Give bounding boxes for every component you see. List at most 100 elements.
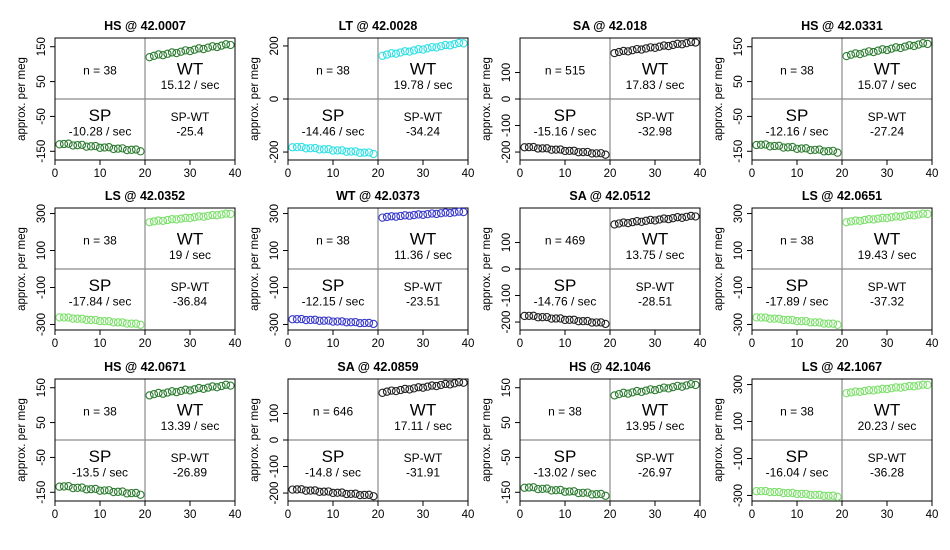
- wt-point: [409, 46, 419, 55]
- wt-point: [414, 210, 423, 219]
- y-axis-label: approx. per meg: [713, 227, 725, 311]
- sp-point: [319, 145, 329, 154]
- wt-point: [190, 213, 199, 222]
- sp-point: [551, 314, 561, 323]
- wt-point: [400, 384, 410, 394]
- sp-point: [297, 314, 306, 324]
- x-tick-label: 0: [749, 509, 755, 521]
- y-tick-label: 300: [36, 204, 48, 223]
- sp-point: [542, 484, 552, 493]
- sp-point: [542, 312, 552, 322]
- sp-point: [533, 484, 543, 494]
- wt-point: [855, 216, 865, 225]
- sp-point: [95, 143, 105, 152]
- y-tick-label: -150: [733, 140, 745, 163]
- panel-title: HS @ 42.1046: [569, 360, 651, 374]
- sp-point: [59, 139, 69, 149]
- sp-point: [109, 318, 118, 327]
- panel-4: HS @ 42.0331 0 10 20 30 40 -150 -50 50 150 approx.…: [713, 19, 938, 180]
- sp-point: [118, 487, 127, 496]
- diff-label: SP-WT: [404, 451, 443, 465]
- sp-point: [342, 489, 351, 499]
- sp-point: [529, 311, 538, 320]
- y-axis-label: approx. per meg: [249, 227, 261, 311]
- x-tick-label: 0: [517, 509, 523, 521]
- sp-point: [68, 314, 78, 323]
- sp-point: [819, 319, 829, 328]
- sp-point: [319, 316, 329, 325]
- sp-point: [801, 144, 811, 153]
- sp-label: SP: [89, 106, 112, 125]
- wt-point: [628, 388, 637, 397]
- wt-point: [445, 208, 455, 218]
- y-tick-label: -200: [269, 482, 281, 505]
- y-tick-label: -100: [501, 114, 513, 137]
- wt-point: [409, 384, 419, 393]
- panel-9: HS @ 42.0671 0 10 20 30 40 -150 -50 50 150 approx.…: [16, 360, 241, 521]
- panel-title: WT @ 42.0373: [336, 189, 420, 203]
- n-count-label: n = 38: [316, 234, 350, 248]
- diff-label: SP-WT: [404, 110, 443, 124]
- data-points: [752, 209, 932, 329]
- wt-rate-label: 13.75 / sec: [626, 248, 685, 262]
- wt-point: [869, 47, 878, 57]
- panel-2: LT @ 42.0028 0 10 20 30 40 -200 0 200 approx. per…: [249, 19, 474, 180]
- x-tick-label: 0: [52, 338, 58, 350]
- wt-point: [691, 38, 700, 47]
- wt-point: [659, 383, 669, 392]
- panel-3: SA @ 42.018 0 10 20 30 40 -200 -100 0 100 approx. …: [481, 19, 706, 180]
- sp-point: [765, 142, 775, 151]
- x-tick-label: 40: [926, 509, 939, 521]
- sp-point: [131, 488, 141, 498]
- sp-point: [592, 490, 601, 499]
- sp-point: [815, 490, 824, 499]
- sp-point: [551, 145, 561, 154]
- diff-value-label: -31.91: [406, 466, 440, 480]
- sp-point: [342, 147, 351, 156]
- x-tick-label: 0: [285, 338, 291, 350]
- n-count-label: n = 646: [313, 405, 354, 419]
- wt-point: [882, 384, 892, 394]
- wt-point: [842, 51, 851, 61]
- x-tick-label: 40: [926, 338, 939, 350]
- sp-point: [533, 313, 543, 322]
- wt-point: [878, 384, 887, 393]
- diff-label: SP-WT: [404, 280, 443, 294]
- sp-rate-label: -17.84 / sec: [69, 295, 132, 309]
- diff-value-label: -26.89: [173, 466, 207, 480]
- sp-point: [301, 315, 311, 325]
- wt-point: [864, 47, 874, 56]
- diff-value-label: -34.24: [406, 125, 440, 139]
- sp-point: [583, 316, 592, 326]
- wt-rate-label: 17.11 / sec: [394, 419, 452, 433]
- sp-point: [100, 143, 109, 152]
- sp-point: [815, 318, 824, 327]
- y-tick-label: 50: [36, 416, 48, 429]
- wt-point: [154, 388, 163, 398]
- sp-point: [82, 142, 91, 151]
- wt-point: [400, 211, 410, 220]
- y-tick-label: 300: [733, 375, 745, 394]
- wt-rate-label: 11.36 / sec: [394, 248, 452, 262]
- y-tick-label: -300: [733, 484, 745, 507]
- wt-point: [923, 380, 932, 390]
- sp-point: [306, 315, 315, 325]
- y-tick-label: 150: [733, 37, 745, 56]
- n-count-label: n = 38: [316, 64, 350, 78]
- wt-point: [909, 211, 919, 220]
- sp-point: [810, 490, 820, 499]
- wt-point: [923, 209, 932, 219]
- n-count-label: n = 515: [545, 64, 586, 78]
- sp-point: [556, 485, 565, 495]
- wt-point: [623, 389, 633, 398]
- wt-point: [851, 387, 860, 396]
- diff-label: SP-WT: [171, 451, 210, 465]
- sp-rate-label: -17.89 / sec: [766, 295, 829, 309]
- wt-point: [619, 388, 628, 397]
- panel-title: LT @ 42.0028: [339, 19, 418, 33]
- wt-point: [682, 212, 691, 221]
- y-tick-label: -50: [733, 108, 745, 125]
- panel-1: HS @ 42.0007 0 10 20 30 40 -150 -50 50 150 approx.…: [16, 19, 241, 180]
- panel-6: WT @ 42.0373 0 10 20 30 40 -300 -100 100 300 appro…: [249, 189, 474, 350]
- sp-point: [783, 315, 793, 325]
